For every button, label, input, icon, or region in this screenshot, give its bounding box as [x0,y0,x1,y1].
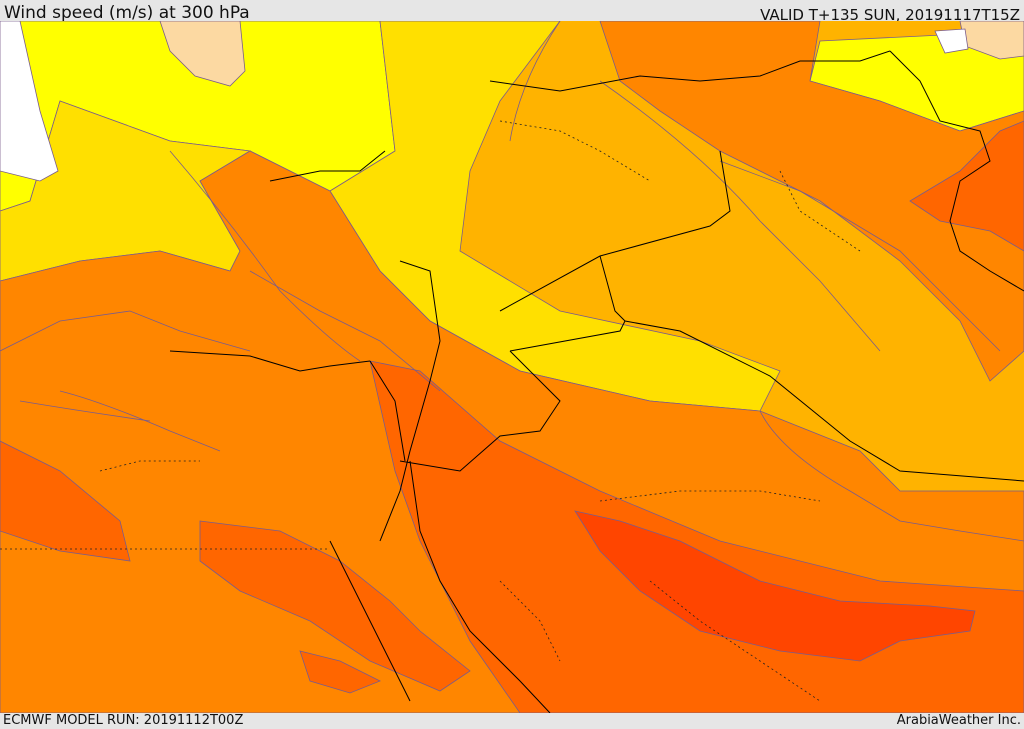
core-red-orange [574,510,976,662]
area-white-nw [0,21,59,182]
wind-speed-field [0,21,1024,713]
internal-borders [0,120,861,702]
credit: ArabiaWeather Inc. [896,713,1021,728]
core-dark-orange-west [0,440,131,562]
map-title: Wind speed (m/s) at 300 hPa [4,3,250,23]
header-bar: Wind speed (m/s) at 300 hPa VALID T+135 … [0,0,1024,24]
model-run: ECMWF MODEL RUN: 20191112T00Z [3,713,244,728]
core-dark-orange-sw [199,520,471,692]
footer-bar: ECMWF MODEL RUN: 20191112T00Z ArabiaWeat… [0,713,1024,729]
contour-lines [0,21,1024,542]
area-white-ne [934,28,969,54]
weather-map [0,21,1024,713]
core-dark-orange-e [909,120,1024,252]
valid-time: VALID T+135 SUN, 20191117T15Z [760,6,1020,24]
core-dark-orange-sw2 [299,650,381,694]
area-peach-nw [159,21,246,87]
borders [169,50,1024,713]
band-orange-ne [599,21,1024,382]
